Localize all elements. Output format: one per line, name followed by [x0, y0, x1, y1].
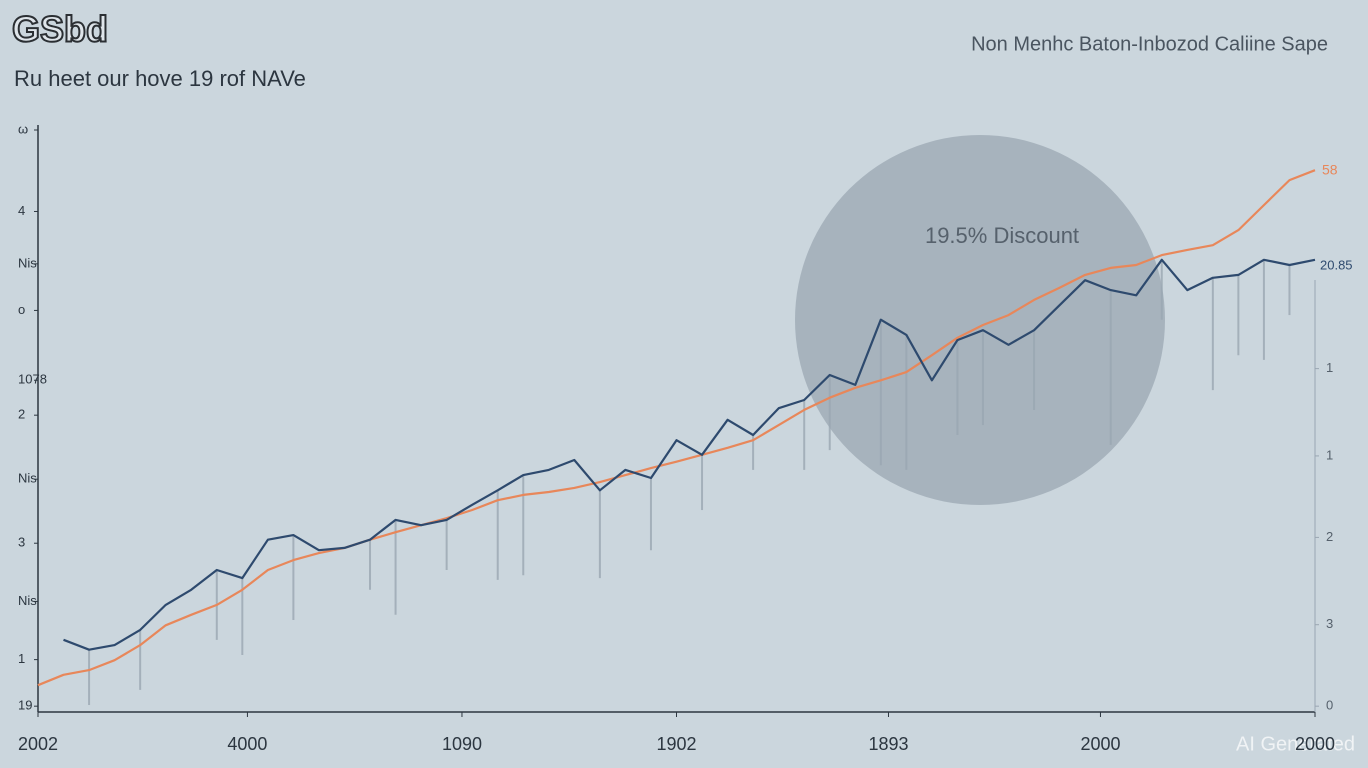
chart-caption: Non Menhc Baton-Inbozod Caliine Sape	[971, 33, 1328, 55]
y-tick-label: Nis	[18, 593, 37, 608]
y2-tick-label: 1	[1326, 360, 1333, 375]
x-tick-label: 1090	[442, 734, 482, 754]
chart-title: GSbd	[12, 9, 108, 50]
y-tick-label: 1078	[18, 372, 47, 387]
x-tick-label: 2000	[1080, 734, 1120, 754]
y-tick-label: ω	[18, 121, 28, 136]
y-tick-label: 3	[18, 535, 25, 550]
chart-subtitle: Ru heet our hove 19 rof NAVe	[14, 66, 306, 91]
x-tick-label: 4000	[227, 734, 267, 754]
y-tick-label: 2	[18, 407, 25, 422]
data-line	[37, 169, 1316, 687]
y2-tick-label: 3	[1326, 616, 1333, 631]
highlight-circle	[795, 135, 1165, 505]
x-tick-label: 2000	[1295, 734, 1335, 754]
x-tick-label: 2002	[18, 734, 58, 754]
x-tick-label: 1902	[656, 734, 696, 754]
y-tick-label: 1	[18, 651, 25, 666]
y-tick-label: o	[18, 302, 25, 317]
y2-tick-label: 0	[1326, 698, 1333, 713]
y2-tick-label: 1	[1326, 447, 1333, 462]
end-label: 20.85	[1320, 257, 1353, 272]
annotation: 19.5% Discount	[925, 223, 1079, 248]
y-tick-label: 4	[18, 203, 25, 218]
watermark: AI Generated	[1236, 733, 1355, 755]
y-tick-label: 19	[18, 698, 32, 713]
y-tick-label: Nis	[18, 255, 37, 270]
y-tick-label: Nis	[18, 471, 37, 486]
x-tick-label: 1893	[868, 734, 908, 754]
y2-tick-label: 2	[1326, 529, 1333, 544]
data-line	[63, 258, 1316, 651]
end-label: 58	[1322, 162, 1338, 178]
